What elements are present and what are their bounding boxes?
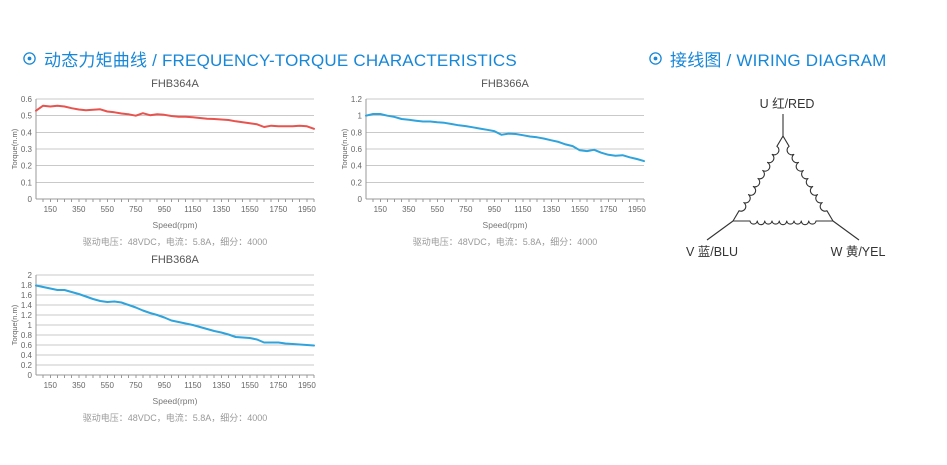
y-tick-label: 0.2 [21,162,33,171]
lead-w [832,220,860,241]
y-tick-label: 0.6 [351,145,363,154]
chart-plot-fhb366a: 0 0.2 0.4 0.6 0.8 1 1.2 150 350 550 750 950 1150 1350… [340,95,646,214]
chart-caption: 驱动电压：48VDC，电流：5.8A，细分：4000 [82,237,268,247]
wiring-diagram: U 红/RED V 蓝/BLU W 黄/YEL [660,93,947,273]
lead-v [706,220,734,241]
y-tick-label: 0.5 [21,112,33,121]
x-tick-label: 1350 [542,205,560,214]
x-axis-label: Speed(rpm) [152,220,198,230]
x-tick-label: 150 [44,381,58,390]
y-tick-label: 0.4 [21,128,33,137]
x-tick-label: 350 [72,381,86,390]
x-tick-label: 1750 [269,381,287,390]
x-tick-label: 1150 [184,205,202,214]
y-tick-label: 0 [28,371,33,380]
chart-plot-fhb368a: 00.20.40.60.811.21.41.61.82 150 350 550 750 9… [10,271,316,390]
chart-title: FHB366A [481,78,529,90]
x-tick-label: 1750 [269,205,287,214]
x-tick-label: 750 [129,205,143,214]
x-tick-label: 550 [431,205,445,214]
x-tick-label: 1750 [599,205,617,214]
x-tick-label: 950 [488,205,502,214]
x-tick-label: 550 [101,381,115,390]
y-tick-label: 0.6 [21,95,33,104]
chart-fhb364a: FHB364A 0 0.1 0.2 0.3 0.4 0.5 0.6 150 350 550 750 9… [10,76,330,248]
delta-winding-coils [732,135,834,226]
x-tick-label: 150 [374,205,388,214]
y-axis-label: Torque(n.m) [10,128,19,169]
x-tick-label: 1950 [628,205,646,214]
section-header-wiring: 接线图 / WIRING DIAGRAM [648,46,887,71]
x-tick-label: 750 [129,381,143,390]
x-tick-label: 1950 [298,381,316,390]
section-title-wiring: 接线图 / WIRING DIAGRAM [670,51,887,70]
section-title-torque: 动态力矩曲线 / FREQUENCY-TORQUE CHARACTERISTIC… [44,51,517,70]
x-tick-label: 950 [158,381,172,390]
x-tick-label: 350 [72,205,86,214]
x-tick-label: 550 [101,205,115,214]
y-tick-label: 1 [28,321,33,330]
y-tick-label: 0.3 [21,145,33,154]
circled-dot-icon [648,51,663,66]
x-tick-label: 350 [402,205,416,214]
x-tick-label: 1950 [298,205,316,214]
torque-curve [365,113,645,163]
y-tick-label: 0 [358,195,363,204]
y-tick-label: 1 [358,112,363,121]
x-tick-label: 1150 [184,381,202,390]
x-tick-label: 1550 [241,381,259,390]
y-tick-label: 0.4 [21,351,33,360]
chart-fhb366a: FHB366A 0 0.2 0.4 0.6 0.8 1 1.2 150 350 550 750 950… [340,76,660,248]
terminal-v-label: V 蓝/BLU [686,245,738,259]
x-axis-label: Speed(rpm) [152,396,198,406]
y-tick-label: 0.2 [351,178,363,187]
y-tick-label: 1.6 [21,291,33,300]
y-tick-label: 0.8 [21,331,33,340]
x-axis-label: Speed(rpm) [482,220,528,230]
terminal-u-label: U 红/RED [760,96,815,111]
chart-title: FHB368A [151,254,199,266]
chart-fhb368a: FHB368A 0 0.2 0.4 0.6 0.8 1 1.2 1.4 1.6 1.8 2 150 35… [10,252,330,424]
y-tick-label: 0 [28,195,33,204]
y-tick-label: 0.4 [351,162,363,171]
y-tick-label: 1.8 [21,281,33,290]
chart-caption: 驱动电压：48VDC，电流：5.8A，细分：4000 [82,413,268,423]
x-tick-label: 750 [459,205,473,214]
y-tick-label: 0.8 [351,128,363,137]
y-tick-label: 1.4 [21,301,33,310]
torque-curve [35,284,315,347]
chart-caption: 驱动电压：48VDC，电流：5.8A，细分：4000 [412,237,598,247]
x-tick-label: 1350 [212,381,230,390]
chart-title: FHB364A [151,78,199,90]
section-header-torque: 动态力矩曲线 / FREQUENCY-TORQUE CHARACTERISTIC… [22,46,517,71]
y-tick-label: 0.2 [21,361,33,370]
circled-dot-icon [22,51,37,66]
x-tick-label: 950 [158,205,172,214]
terminal-w-label: W 黄/YEL [831,245,886,259]
y-tick-label: 0.6 [21,341,33,350]
y-tick-label: 0.1 [21,178,33,187]
x-tick-label: 1350 [212,205,230,214]
y-axis-label: Torque(n.m) [10,304,19,345]
chart-plot-fhb364a: 0 0.1 0.2 0.3 0.4 0.5 0.6 150 350 550 750 950 1150 13… [10,95,316,214]
x-tick-label: 150 [44,205,58,214]
y-axis-label: Torque(n.m) [340,128,349,169]
torque-curve [35,104,315,130]
x-tick-label: 1550 [571,205,589,214]
y-tick-label: 2 [28,271,33,280]
y-tick-label: 1.2 [21,311,33,320]
x-tick-label: 1550 [241,205,259,214]
x-tick-label: 1150 [514,205,532,214]
y-tick-label: 1.2 [351,95,363,104]
